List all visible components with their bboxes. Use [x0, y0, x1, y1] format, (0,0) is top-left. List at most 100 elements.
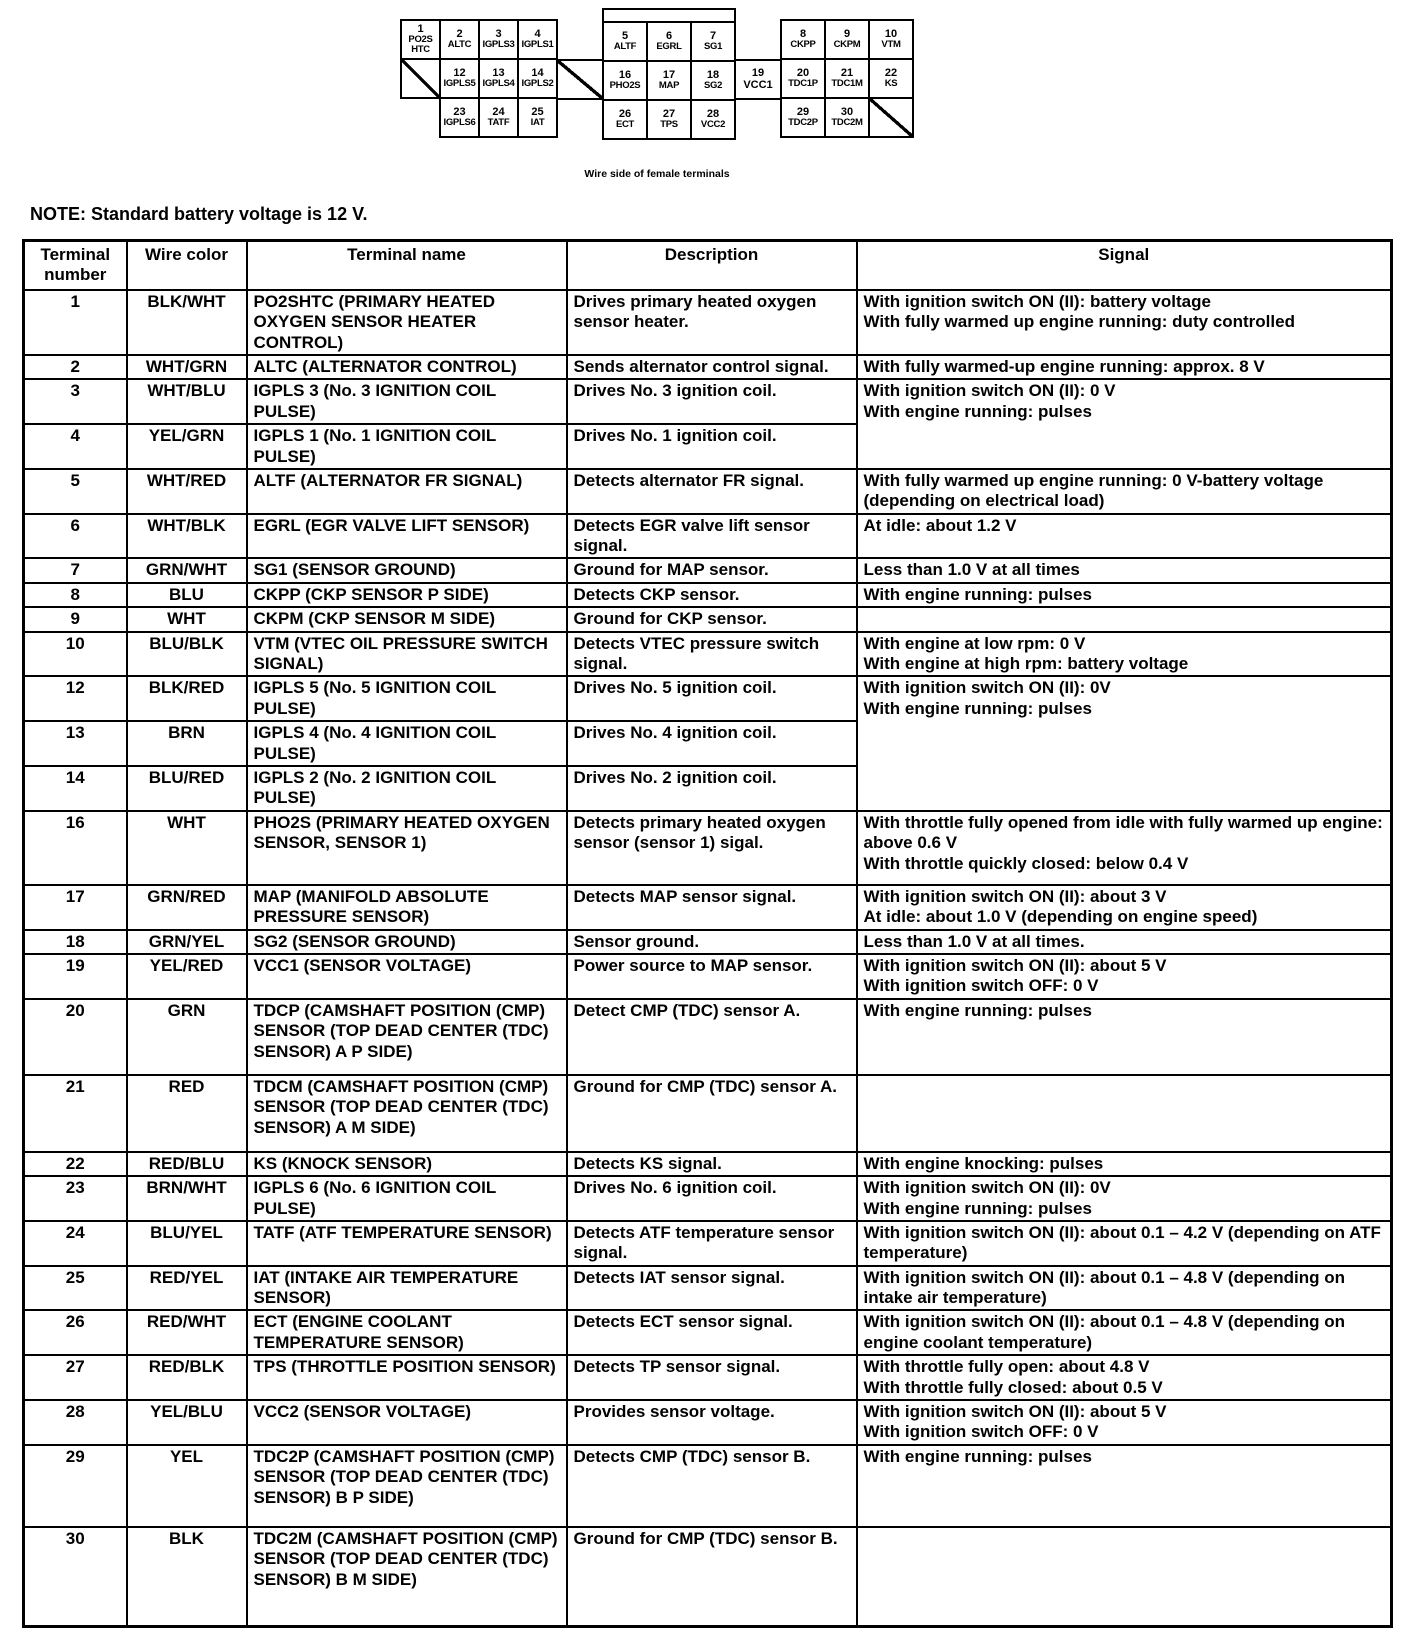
terminal-label: VCC2 — [700, 119, 726, 131]
description-cell: Ground for CMP (TDC) sensor A. — [565, 1073, 858, 1153]
wire-color-cell: BLU — [125, 581, 248, 609]
terminal-row-26: 26 RED/WHT ECT (ENGINE COOLANT TEMPERATURE… — [22, 1309, 1393, 1357]
terminal-label: ALTF — [613, 41, 637, 53]
description-cell: Drives No. 4 ignition coil. — [565, 720, 858, 767]
terminal-cavity-28: 28 VCC2 — [690, 99, 736, 140]
signal-cell: With fully warmed up engine running: 0 V… — [855, 467, 1393, 515]
terminal-cavity-8: 8 CKPP — [780, 19, 826, 60]
connector-tab — [602, 8, 736, 21]
terminal-number: 16 — [618, 69, 632, 82]
description-cell: Sends alternator control signal. — [565, 353, 858, 381]
terminal-name-cell: VTM (VTEC OIL PRESSURE SWITCH SIGNAL) — [245, 630, 568, 678]
wire-color-cell: YEL — [125, 1443, 248, 1528]
signal-cell: With engine knocking: pulses — [855, 1150, 1393, 1178]
terminal-label: ALTC — [447, 39, 472, 51]
wire-color-cell: GRN — [125, 997, 248, 1076]
terminal-number-cell: 23 — [22, 1175, 128, 1222]
terminal-number: 29 — [796, 106, 810, 119]
middle-block-grid: 5 ALTF 6 EGRL 7 SG1 16 PHO2S 17 MAP 18 SG2 26 ECT 27 TP… — [602, 21, 736, 140]
terminal-name-cell: ALTC (ALTERNATOR CONTROL) — [245, 353, 568, 381]
terminal-cavity-9: 9 CKPM — [824, 19, 870, 60]
terminal-number: 7 — [709, 30, 717, 43]
description-cell: Power source to MAP sensor. — [565, 952, 858, 1000]
description-cell: Detects EGR valve lift sensor signal. — [565, 512, 858, 560]
terminal-row-7: 7 GRN/WHT SG1 (SENSOR GROUND) Ground for MA… — [22, 557, 1393, 584]
wire-color-cell: GRN/WHT — [125, 557, 248, 584]
column-header-wire-color: Wire color — [125, 239, 248, 291]
terminal-number-cell: 10 — [22, 630, 128, 678]
terminal-number: 20 — [796, 67, 810, 80]
description-cell: Detects MAP sensor signal. — [565, 883, 858, 931]
signal-cell: With throttle fully opened from idle wit… — [855, 809, 1393, 886]
battery-voltage-note: NOTE: Standard battery voltage is 12 V. — [30, 204, 368, 224]
signal-cell: With engine running: pulses — [855, 997, 1393, 1076]
terminal-cavity-29: 29 TDC2P — [780, 97, 826, 138]
terminal-cavity-10: 10 VTM — [868, 19, 914, 60]
terminal-number-cell: 27 — [22, 1354, 128, 1402]
wire-color-cell: GRN/YEL — [125, 928, 248, 955]
terminal-label: MAP — [658, 80, 680, 92]
terminal-name-cell: PO2SHTC (PRIMARY HEATED OXYGEN SENSOR HE… — [245, 288, 568, 356]
terminal-label: IGPLS3 — [482, 39, 515, 51]
terminal-name-cell: TDC2P (CAMSHAFT POSITION (CMP) SENSOR (T… — [245, 1443, 568, 1528]
terminal-cavity-17: 17 MAP — [646, 60, 692, 101]
description-cell: Ground for MAP sensor. — [565, 557, 858, 584]
terminal-row-29: 29 YEL TDC2P (CAMSHAFT POSITION (CMP) SENS… — [22, 1443, 1393, 1528]
terminal-cavity-23: 23 IGPLS6 — [439, 97, 480, 138]
terminal-row-14: 14 BLU/RED IGPLS 2 (No. 2 IGNITION COIL PU… — [22, 764, 1392, 812]
description-cell: Detects ATF temperature sensor signal. — [565, 1219, 858, 1267]
terminal-number: 5 — [621, 30, 629, 43]
signal-cell: With ignition switch ON (II): 0V With en… — [855, 675, 1393, 812]
wire-color-cell: GRN/RED — [125, 883, 248, 931]
terminal-label: TDC1P — [788, 78, 818, 90]
wire-color-cell: YEL/GRN — [125, 423, 248, 470]
description-cell: Detects CKP sensor. — [565, 581, 858, 609]
terminal-cavity-18: 18 SG2 — [690, 60, 736, 101]
terminal-name-cell: MAP (MANIFOLD ABSOLUTE PRESSURE SENSOR) — [245, 883, 568, 931]
terminal-cavity-19: 19 VCC1 — [736, 59, 780, 100]
right-block-grid: 8 CKPP 9 CKPM 10 VTM 20 TDC1P 21 TDC1M 22 KS 29 TDC2P… — [780, 19, 914, 138]
terminal-name-cell: VCC2 (SENSOR VOLTAGE) — [245, 1399, 568, 1446]
terminal-name-cell: IGPLS 4 (No. 4 IGNITION COIL PULSE) — [245, 720, 568, 767]
wire-color-cell: WHT/BLU — [125, 378, 248, 426]
wire-color-cell: BLK/WHT — [125, 288, 248, 356]
terminal-number-cell: 18 — [22, 928, 128, 955]
description-cell: Detects TP sensor signal. — [565, 1354, 858, 1402]
wire-color-cell: BLK — [125, 1525, 248, 1628]
connector-left-block: 1 PO2S HTC 2 ALTC 3 IGPLS3 4 IGPLS1 12 IGPLS5 13 IG… — [400, 19, 558, 138]
terminal-table-body: 1 BLK/WHT PO2SHTC (PRIMARY HEATED OXYGEN S… — [22, 288, 1393, 1628]
terminal-number: 28 — [706, 108, 720, 121]
terminal-name-cell: CKPP (CKP SENSOR P SIDE) — [245, 581, 568, 609]
terminal-number: 17 — [662, 69, 676, 82]
signal-cell: With throttle fully open: about 4.8 V Wi… — [855, 1354, 1393, 1402]
column-header-terminal-name: Terminal name — [245, 239, 568, 291]
wire-color-cell: BLK/RED — [125, 675, 248, 723]
terminal-number: 23 — [453, 106, 466, 119]
terminal-row-16: 16 WHT PHO2S (PRIMARY HEATED OXYGEN SENSOR… — [22, 809, 1393, 886]
wire-color-cell: BLU/YEL — [125, 1219, 248, 1267]
terminal-row-8: 8 BLU CKPP (CKP SENSOR P SIDE) Detects CKP … — [22, 581, 1393, 609]
terminal-number-cell: 17 — [22, 883, 128, 931]
description-cell: Detects VTEC pressure switch signal. — [565, 630, 858, 678]
terminal-number-cell: 4 — [22, 423, 128, 470]
terminal-number: 14 — [531, 67, 544, 80]
description-cell: Drives No. 5 ignition coil. — [565, 675, 858, 723]
blocked-cavity-cell — [400, 58, 441, 99]
description-cell: Ground for CKP sensor. — [565, 606, 858, 633]
empty-space — [401, 98, 440, 137]
wire-color-cell: WHT/BLK — [125, 512, 248, 560]
terminal-label: VCC1 — [743, 78, 773, 91]
terminal-label: TDC1M — [831, 78, 863, 90]
terminal-cavity-16: 16 PHO2S — [602, 60, 648, 101]
terminal-number: 18 — [706, 69, 720, 82]
terminal-row-20: 20 GRN TDCP (CAMSHAFT POSITION (CMP) SENSO… — [22, 997, 1393, 1076]
wire-color-cell: BRN — [125, 720, 248, 767]
description-cell: Detects IAT sensor signal. — [565, 1264, 858, 1312]
terminal-row-28: 28 YEL/BLU VCC2 (SENSOR VOLTAGE) Provides s… — [22, 1399, 1393, 1446]
terminal-number: 26 — [618, 108, 632, 121]
description-cell: Detects KS signal. — [565, 1150, 858, 1178]
wire-color-cell: BLU/BLK — [125, 630, 248, 678]
terminal-cavity-21: 21 TDC1M — [824, 58, 870, 99]
signal-cell: With ignition switch ON (II): about 0.1 … — [855, 1264, 1393, 1312]
terminal-number-cell: 20 — [22, 997, 128, 1076]
